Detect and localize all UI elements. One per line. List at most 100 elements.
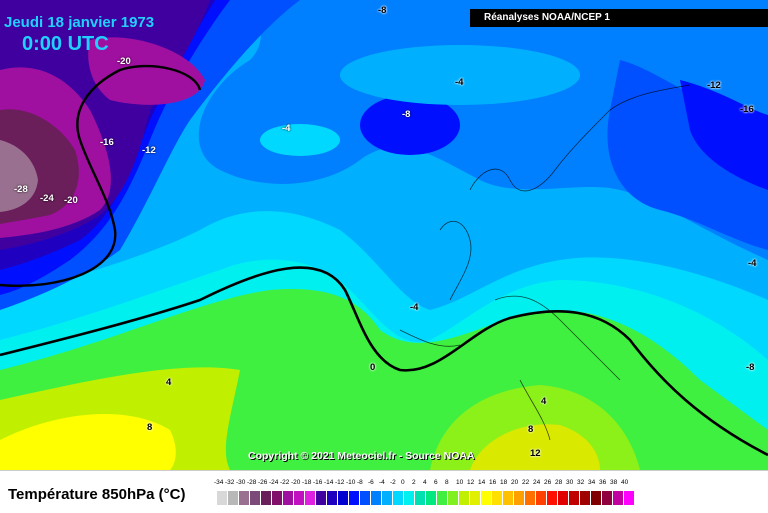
legend-swatch (393, 491, 404, 505)
legend-swatch (503, 491, 514, 505)
isotherm-label: 4 (166, 377, 172, 388)
zone-purple-north (88, 37, 205, 105)
legend-tick-label: -16 (313, 479, 323, 486)
legend-swatch (514, 491, 525, 505)
legend-tick-label: 24 (533, 479, 541, 486)
legend-tick-label: -22 (280, 479, 290, 486)
legend-swatch (228, 491, 239, 505)
legend-tick-label: -24 (269, 479, 279, 486)
legend-swatch (569, 491, 580, 505)
source-label: Réanalyses NOAA/NCEP 1 (484, 12, 610, 23)
zone-lime-south (430, 385, 640, 470)
legend-tick-label: 26 (544, 479, 552, 486)
legend-swatch (349, 491, 360, 505)
isotherm-label: -16 (740, 104, 754, 115)
legend-swatch (217, 491, 228, 505)
legend-swatch (316, 491, 327, 505)
legend-title: Température 850hPa (°C) (8, 486, 186, 503)
isotherm-label: -4 (410, 302, 419, 313)
legend-tick-label: 38 (610, 479, 618, 486)
legend-swatch (239, 491, 250, 505)
legend-swatch (624, 491, 635, 505)
legend-tick-label: 36 (599, 479, 607, 486)
legend-swatch (437, 491, 448, 505)
zone-yellow (0, 413, 176, 470)
legend-tick-label: -18 (302, 479, 312, 486)
minus20-isotherm (0, 64, 202, 287)
isotherm-label: -28 (14, 184, 28, 195)
legend-swatch (426, 491, 437, 505)
legend-tick-label: 2 (412, 479, 416, 486)
legend-swatch (360, 491, 371, 505)
legend-swatch (415, 491, 426, 505)
isotherm-label: -8 (746, 362, 755, 373)
legend-scale (217, 491, 635, 505)
legend-swatch (492, 491, 503, 505)
isotherm-label: -12 (142, 145, 156, 156)
legend-tick-label: -20 (291, 479, 301, 486)
legend-tick-label: 20 (511, 479, 519, 486)
legend-tick-label: -26 (258, 479, 268, 486)
legend-tick-label: 4 (423, 479, 427, 486)
legend-tick-label: -34 (214, 479, 224, 486)
legend-tick-label: -12 (335, 479, 345, 486)
legend-tick-label: 18 (500, 479, 508, 486)
legend-swatch (536, 491, 547, 505)
legend-swatch (294, 491, 305, 505)
legend-swatch (591, 491, 602, 505)
isotherm-label: 8 (528, 424, 534, 435)
isotherm-label: -8 (402, 109, 411, 120)
isotherm-label: -4 (282, 123, 291, 134)
legend-tick-label: -8 (357, 479, 363, 486)
isotherm-label: -16 (100, 137, 114, 148)
chart-time: 0:00 UTC (22, 33, 109, 55)
legend-swatch (613, 491, 624, 505)
legend-tick-label: 14 (478, 479, 486, 486)
coastline (399, 84, 691, 441)
legend-tick-label: 22 (522, 479, 530, 486)
isotherm-label: -8 (378, 5, 387, 16)
legend-tick-label: -2 (390, 479, 396, 486)
isotherm-label: -20 (117, 56, 131, 67)
legend-swatch (459, 491, 470, 505)
isotherm-label: -4 (455, 77, 464, 88)
isotherm-label: 12 (530, 448, 541, 459)
legend-swatch (448, 491, 459, 505)
iceland-patch (260, 124, 340, 156)
legend-tick-label: -28 (247, 479, 257, 486)
legend-tick-label: 12 (467, 479, 475, 486)
isotherm-label: -4 (748, 258, 757, 269)
chart-date: Jeudi 18 janvier 1973 (4, 14, 155, 31)
isotherm-label: 0 (370, 362, 376, 373)
legend-tick-label: 34 (588, 479, 596, 486)
legend-swatch (558, 491, 569, 505)
legend-swatch (338, 491, 349, 505)
legend-tick-label: -6 (368, 479, 374, 486)
isotherm-label: -20 (64, 195, 78, 206)
legend-tick-label: 10 (456, 479, 464, 486)
legend-tick-label: 28 (555, 479, 563, 486)
legend-tick-label: 6 (434, 479, 438, 486)
legend-swatch (404, 491, 415, 505)
isotherm-label: -12 (707, 80, 721, 91)
legend-tick-label: 40 (621, 479, 629, 486)
zone-midblue-east (607, 60, 768, 250)
legend-swatch (481, 491, 492, 505)
source-banner (470, 9, 768, 27)
zero-isotherm (0, 266, 768, 457)
legend-tick-label: 16 (489, 479, 497, 486)
legend-swatch (327, 491, 338, 505)
zone-deepblue-east (680, 80, 768, 190)
legend-tick-label: -30 (236, 479, 246, 486)
zone-grey-core (0, 140, 38, 212)
legend-tick-label: 32 (577, 479, 585, 486)
legend-swatch (250, 491, 261, 505)
legend-tick-label: -32 (225, 479, 235, 486)
legend-tick-label: 0 (401, 479, 405, 486)
legend-swatch (580, 491, 591, 505)
light-pool-north (340, 45, 580, 105)
legend-swatch (272, 491, 283, 505)
legend-tick-label: 8 (445, 479, 449, 486)
legend-tick-label: -4 (379, 479, 385, 486)
legend-swatch (283, 491, 294, 505)
